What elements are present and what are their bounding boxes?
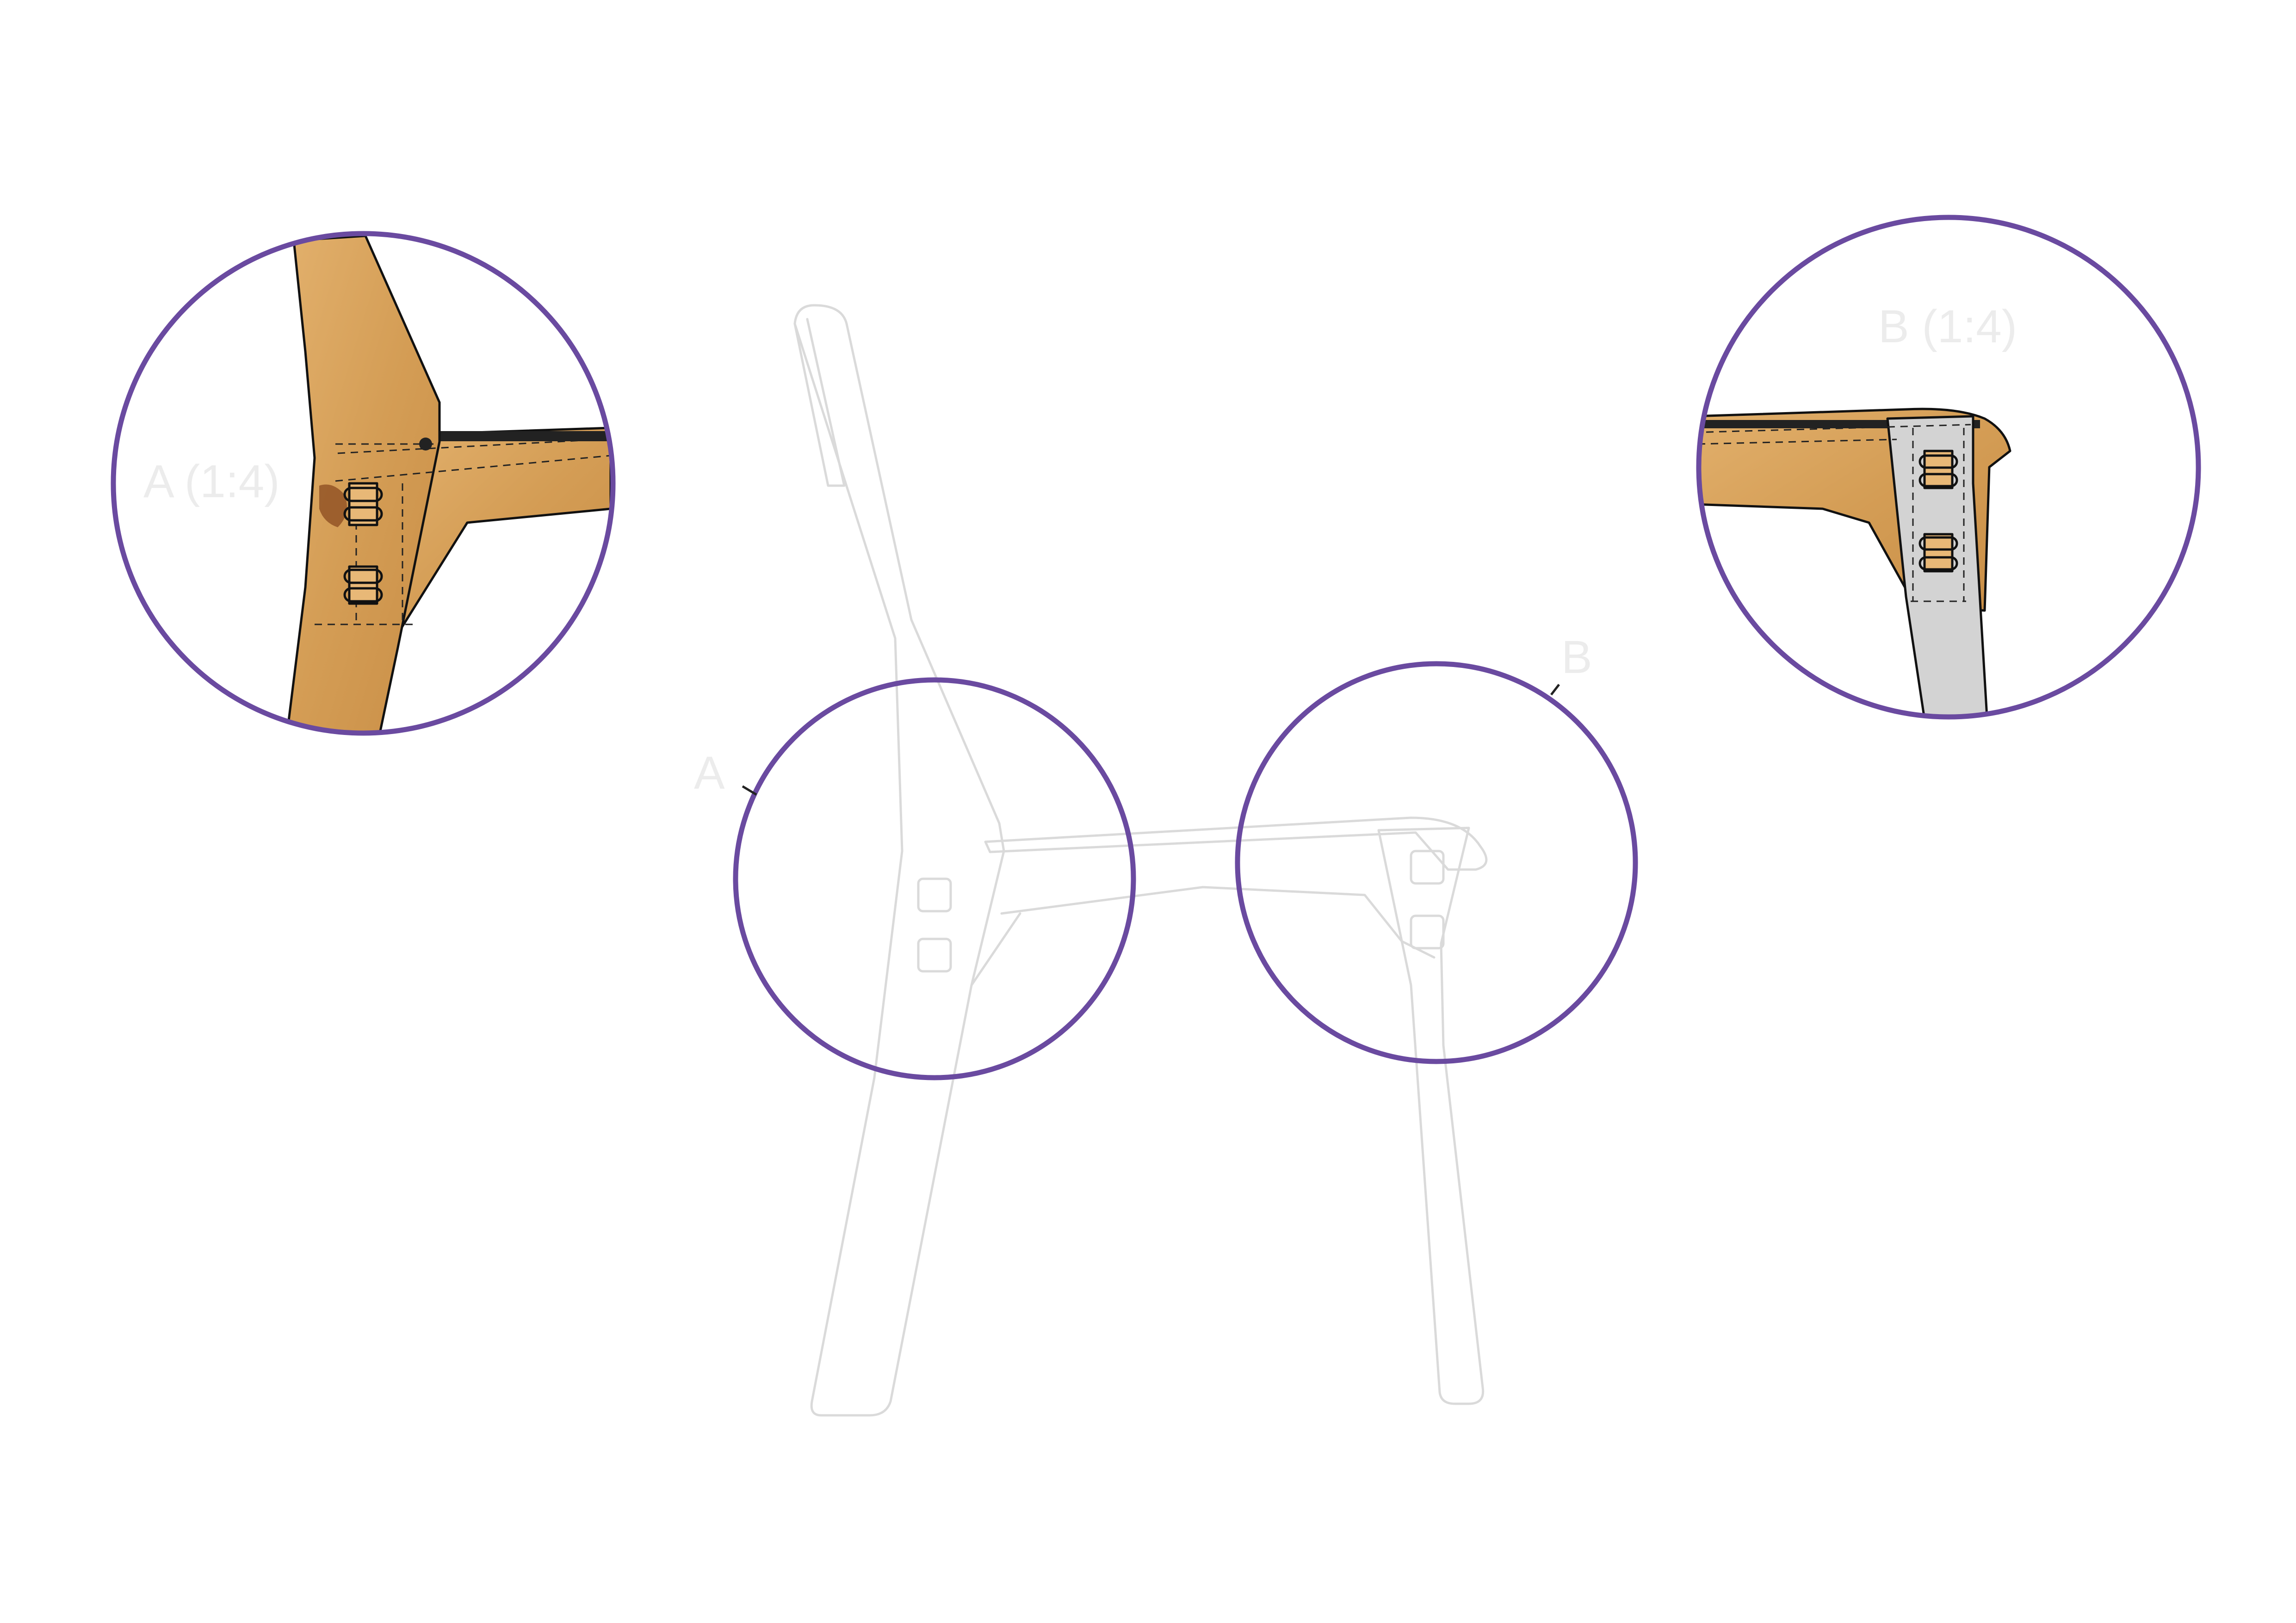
detail-a-label: A (1:4) xyxy=(143,456,280,507)
detail-a-hidden-lines xyxy=(315,438,611,625)
seat-apron xyxy=(970,886,1436,987)
detail-b-ring xyxy=(1696,215,2201,720)
detail-a-rail-strip xyxy=(416,431,611,441)
callout-label-b: B xyxy=(1561,631,1592,683)
callout-leader-b xyxy=(1550,684,1560,696)
detail-a-ring xyxy=(111,231,616,736)
callout-label-a: A xyxy=(694,747,725,799)
detail-a: A (1:4) xyxy=(111,231,616,736)
detail-b-label: B (1:4) xyxy=(1878,301,2017,352)
callout-circle-b xyxy=(1235,661,1638,1064)
detail-a-dowel-end xyxy=(419,438,432,450)
fasteners-back-leg xyxy=(917,877,952,973)
callout-circle-a xyxy=(733,677,1136,1080)
backrest-inner xyxy=(793,318,846,487)
fasteners-front-leg xyxy=(1410,850,1445,950)
detail-a-knot xyxy=(319,484,347,527)
detail-a-fasteners xyxy=(343,482,383,605)
callout-leader-a xyxy=(742,785,757,796)
front-leg xyxy=(1377,827,1485,1405)
back-leg xyxy=(793,304,1005,1417)
detail-b: B (1:4) xyxy=(1696,215,2201,720)
seat-rail xyxy=(984,816,1488,871)
chair-outline xyxy=(793,304,1488,1417)
detail-b-fasteners xyxy=(1918,450,1958,573)
